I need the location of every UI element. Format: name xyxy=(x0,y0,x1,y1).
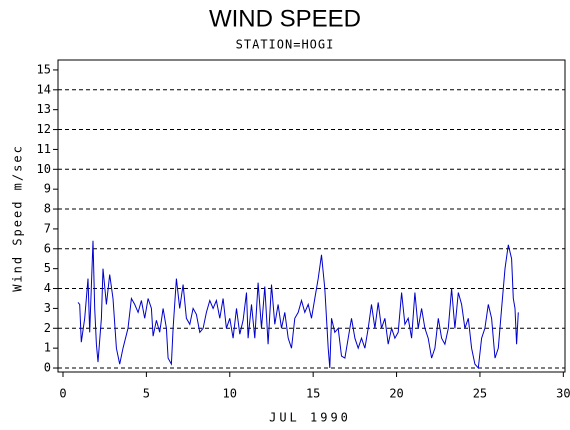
y-tick-label: 4 xyxy=(44,281,51,295)
y-tick-label: 2 xyxy=(44,321,51,335)
y-tick-label: 8 xyxy=(44,202,51,216)
chart-title: WIND SPEED xyxy=(209,5,361,32)
y-tick-label: 7 xyxy=(44,221,51,235)
data-line xyxy=(77,240,519,370)
plot-frame xyxy=(57,59,566,373)
x-tick-label: 15 xyxy=(306,387,320,401)
x-tick-label: 10 xyxy=(223,387,237,401)
x-tick-label: 20 xyxy=(389,387,403,401)
y-tick-label: 12 xyxy=(37,122,51,136)
x-axis-label: JUL 1990 xyxy=(269,411,351,425)
chart-subtitle: STATION=HOGI xyxy=(236,38,335,52)
y-tick-label: 10 xyxy=(37,162,51,176)
x-tick-label: 30 xyxy=(556,387,570,401)
y-axis-label: Wind Speed m/sec xyxy=(11,144,25,292)
y-tick-label: 1 xyxy=(44,341,51,355)
x-tick-label: 0 xyxy=(59,387,66,401)
y-tick-label: 11 xyxy=(37,142,51,156)
y-tick-label: 15 xyxy=(37,62,51,76)
y-tick-label: 0 xyxy=(44,361,51,375)
y-tick-label: 3 xyxy=(44,301,51,315)
y-tick-label: 9 xyxy=(44,182,51,196)
y-tick-label: 13 xyxy=(37,102,51,116)
y-tick-label: 14 xyxy=(37,82,51,96)
y-tick-label: 5 xyxy=(44,261,51,275)
x-tick-label: 5 xyxy=(143,387,150,401)
y-tick-label: 6 xyxy=(44,241,51,255)
x-tick-label: 25 xyxy=(473,387,487,401)
